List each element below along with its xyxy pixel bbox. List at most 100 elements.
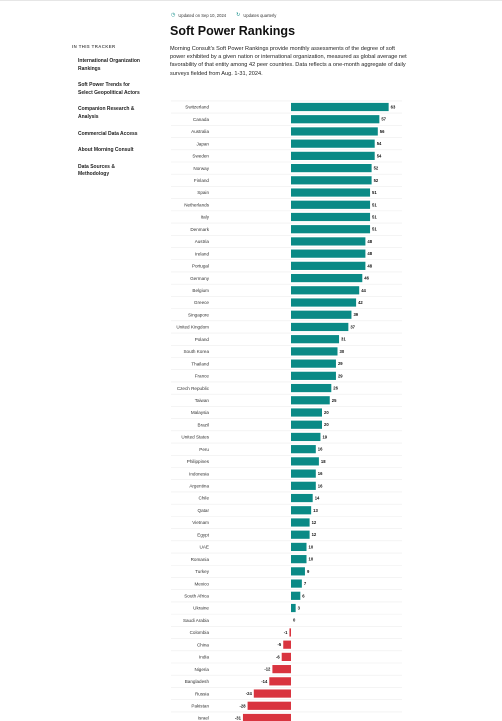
value-label-brazil: 20 <box>324 422 329 427</box>
bar-ukraine[interactable] <box>291 603 296 613</box>
bar-brazil[interactable] <box>291 420 322 429</box>
bar-russia[interactable] <box>253 689 291 698</box>
value-label-philippines: 18 <box>321 459 326 464</box>
bar-finland[interactable] <box>291 176 372 185</box>
value-label-singapore: 39 <box>353 312 358 317</box>
bar-vietnam[interactable] <box>291 518 310 527</box>
value-label-sweden: 54 <box>377 153 382 158</box>
bar-singapore[interactable] <box>291 310 352 319</box>
category-label-malaysia: Malaysia <box>191 410 210 415</box>
category-label-france: France <box>195 374 210 379</box>
category-label-ukraine: Ukraine <box>193 606 209 611</box>
bar-austria[interactable] <box>291 237 366 246</box>
bar-philippines[interactable] <box>291 457 319 466</box>
bar-switzerland[interactable] <box>291 102 389 112</box>
bar-romania[interactable] <box>291 555 307 564</box>
bar-belgium[interactable] <box>291 286 360 295</box>
bar-germany[interactable] <box>291 273 363 283</box>
value-label-turkey: 9 <box>307 569 310 574</box>
category-label-denmark: Denmark <box>190 227 209 232</box>
bar-france[interactable] <box>291 371 336 380</box>
category-label-israel: Israel <box>198 716 209 721</box>
bar-czech-republic[interactable] <box>291 383 332 393</box>
value-label-chile: 14 <box>315 496 320 501</box>
sidebar-item-companion-research[interactable]: Companion Research & Analysis <box>78 106 135 120</box>
bar-united-kingdom[interactable] <box>291 322 349 332</box>
category-label-south-africa: South Africa <box>184 594 209 599</box>
bar-ireland[interactable] <box>291 249 366 258</box>
bar-colombia[interactable] <box>289 628 291 637</box>
category-label-greece: Greece <box>194 300 210 305</box>
value-label-greece: 42 <box>358 300 363 305</box>
bar-uae[interactable] <box>291 542 307 552</box>
bar-argentina[interactable] <box>291 481 316 490</box>
category-label-taiwan: Taiwan <box>195 398 210 403</box>
category-label-south-korea: South Korea <box>183 349 209 354</box>
category-label-italy: Italy <box>201 215 210 220</box>
bar-qatar[interactable] <box>291 506 312 515</box>
bar-malaysia[interactable] <box>291 408 322 417</box>
bar-united-states[interactable] <box>291 432 321 442</box>
bar-india[interactable] <box>281 652 291 661</box>
bar-nigeria[interactable] <box>272 665 291 674</box>
bar-israel[interactable] <box>242 713 291 721</box>
bar-denmark[interactable] <box>291 225 371 234</box>
bar-chile[interactable] <box>291 493 313 503</box>
value-label-vietnam: 12 <box>312 520 317 525</box>
bar-turkey[interactable] <box>291 567 305 576</box>
category-label-turkey: Turkey <box>195 569 210 574</box>
category-label-indonesia: Indonesia <box>189 471 209 476</box>
value-label-united-states: 19 <box>322 434 327 439</box>
bar-china[interactable] <box>283 640 291 649</box>
value-label-pakistan: -28 <box>240 703 247 708</box>
bar-japan[interactable] <box>291 139 375 148</box>
value-label-russia: -24 <box>246 691 253 696</box>
bar-spain[interactable] <box>291 188 371 197</box>
bar-poland[interactable] <box>291 335 340 344</box>
value-label-portugal: 48 <box>367 263 372 268</box>
sidebar-item-international-org-rankings[interactable]: International Organization Rankings <box>78 58 140 72</box>
sidebar-item-about[interactable]: About Morning Consult <box>78 147 134 154</box>
bar-peru[interactable] <box>291 445 316 454</box>
bar-indonesia[interactable] <box>291 469 316 478</box>
refresh-icon: ↻ <box>236 12 241 18</box>
category-label-chile: Chile <box>199 496 210 501</box>
bar-italy[interactable] <box>291 212 371 222</box>
bar-south-africa[interactable] <box>291 591 301 600</box>
value-label-spain: 51 <box>372 190 377 195</box>
bar-greece[interactable] <box>291 298 357 307</box>
bar-bangladesh[interactable] <box>269 677 291 686</box>
bar-canada[interactable] <box>291 115 380 124</box>
category-label-japan: Japan <box>196 141 209 146</box>
category-label-india: India <box>199 655 209 660</box>
value-label-israel: -31 <box>235 716 242 721</box>
bar-egypt[interactable] <box>291 530 310 539</box>
bar-norway[interactable] <box>291 164 372 173</box>
category-label-bangladesh: Bangladesh <box>185 679 210 684</box>
category-label-egypt: Egypt <box>197 532 209 537</box>
bar-portugal[interactable] <box>291 261 366 270</box>
sidebar-item-soft-power-trends[interactable]: Soft Power Trends for Select Geopolitica… <box>78 82 140 96</box>
update-info: ◷ Updated on Sep 10, 2024 ↻ Updates quar… <box>171 12 276 18</box>
sidebar-item-methodology[interactable]: Data Sources & Methodology <box>78 163 115 178</box>
tracker-sidebar: IN THIS TRACKER International Organizati… <box>72 44 142 188</box>
value-label-italy: 51 <box>372 214 377 219</box>
bar-pakistan[interactable] <box>247 701 291 710</box>
value-label-nigeria: -12 <box>264 667 271 672</box>
bar-sweden[interactable] <box>291 151 375 160</box>
bar-netherlands[interactable] <box>291 200 371 209</box>
bar-taiwan[interactable] <box>291 396 330 405</box>
sidebar-item-commercial-data[interactable]: Commercial Data Access <box>78 130 138 137</box>
bar-thailand[interactable] <box>291 359 336 368</box>
value-label-bangladesh: -14 <box>261 679 268 684</box>
bar-south-korea[interactable] <box>291 347 338 356</box>
bar-australia[interactable] <box>291 127 378 136</box>
updated-date-text: Updated on Sep 10, 2024 <box>178 12 227 18</box>
category-label-sweden: Sweden <box>192 154 209 159</box>
category-label-spain: Spain <box>197 190 209 195</box>
value-label-thailand: 29 <box>338 361 343 366</box>
value-label-peru: 16 <box>318 447 323 452</box>
top-divider <box>0 0 502 1</box>
bar-mexico[interactable] <box>291 579 302 588</box>
